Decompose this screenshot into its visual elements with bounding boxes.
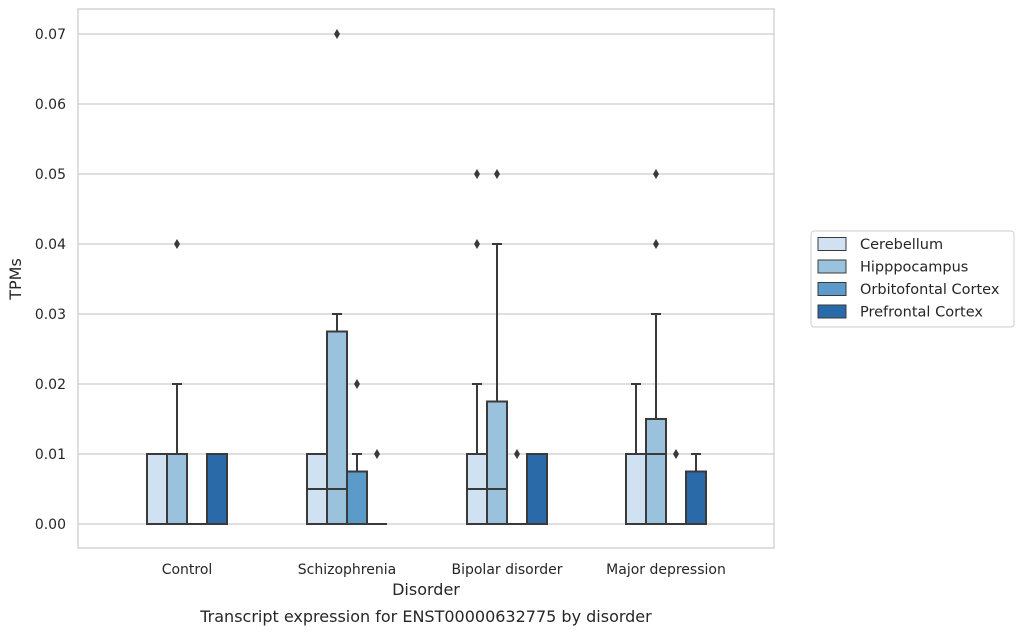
outlier-point [354, 379, 360, 389]
box-group [306, 453, 328, 525]
y-tick-label: 0.00 [35, 517, 66, 533]
box [645, 418, 667, 525]
series-cerebellum [146, 169, 647, 525]
box-group [146, 453, 168, 525]
box-group [507, 449, 527, 525]
legend-label: Hipppocampus [860, 260, 968, 276]
box-group [166, 239, 188, 525]
x-axis-label: Disorder [392, 580, 460, 599]
box [146, 453, 168, 525]
outlier-point [374, 449, 380, 459]
x-tick-label: Schizophrenia [298, 562, 396, 578]
chart-caption: Transcript expression for ENST0000063277… [199, 607, 652, 626]
x-tick-label: Bipolar disorder [451, 562, 562, 578]
box-group [526, 453, 548, 525]
y-tick-label: 0.06 [35, 97, 66, 113]
outlier-point [474, 169, 480, 179]
outlier-point [673, 449, 679, 459]
x-tick-labels: Control Schizophrenia Bipolar disorder Majo… [162, 562, 726, 578]
box [526, 453, 548, 525]
grid-lines [78, 33, 774, 525]
outlier-point [653, 169, 659, 179]
box-group [685, 453, 707, 525]
box-group [625, 383, 647, 525]
y-tick-labels: 0.00 0.01 0.02 0.03 0.04 0.05 0.06 0.07 [35, 27, 66, 533]
box-group [346, 379, 368, 525]
outlier-point [653, 239, 659, 249]
y-tick-label: 0.03 [35, 307, 66, 323]
legend-label: Cerebellum [860, 237, 943, 253]
box-group [645, 169, 667, 525]
y-tick-label: 0.02 [35, 377, 66, 393]
legend-swatch [817, 304, 847, 319]
box-group [666, 449, 686, 525]
outlier-point [474, 239, 480, 249]
box-group [367, 449, 387, 525]
y-tick-label: 0.07 [35, 27, 66, 43]
legend-label: Orbitofontal Cortex [860, 282, 1000, 298]
y-tick-label: 0.04 [35, 237, 66, 253]
plot-area-frame [77, 8, 775, 549]
legend-swatch [817, 237, 847, 251]
legend: Cerebellum Hipppocampus Orbitofontal Corte… [810, 230, 1015, 328]
box [166, 453, 188, 525]
box-group [486, 169, 508, 525]
x-tick-label: Control [162, 562, 213, 578]
legend-swatch [817, 259, 847, 274]
outlier-point [494, 169, 500, 179]
legend-frame [810, 230, 1015, 328]
y-tick-label: 0.05 [35, 167, 66, 183]
y-tick-label: 0.01 [35, 447, 66, 463]
series-hipppocampus [166, 29, 667, 525]
box [486, 400, 508, 525]
outlier-point [514, 449, 520, 459]
box-series [146, 29, 707, 525]
outlier-point [334, 29, 340, 39]
box [685, 470, 707, 525]
series-orbitofontal-cortex [187, 379, 686, 525]
x-tick-label: Major depression [606, 562, 726, 578]
box-group [466, 169, 488, 525]
box [625, 453, 647, 525]
box-group [326, 29, 348, 525]
outlier-point [174, 239, 180, 249]
y-axis-label: TPMs [6, 258, 25, 301]
series-prefrontal-cortex [206, 449, 707, 525]
box-group [206, 453, 228, 525]
box [346, 470, 368, 525]
box [326, 330, 348, 525]
box [206, 453, 228, 525]
legend-label: Prefrontal Cortex [860, 305, 983, 321]
legend-swatch [817, 282, 847, 296]
